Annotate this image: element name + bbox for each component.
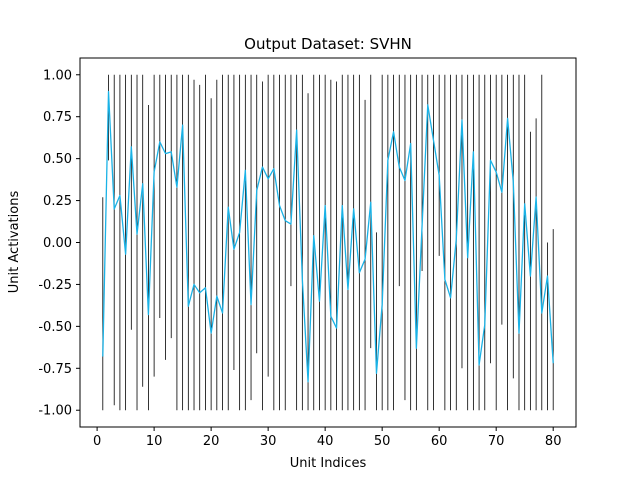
x-tick-label: 70	[488, 434, 505, 449]
activation-line	[102, 90, 554, 383]
x-tick-label: 30	[260, 434, 277, 449]
x-tick-label: 40	[317, 434, 334, 449]
y-axis: -1.00 -0.75 -0.50 -0.25 0.00 0.25 0.50 0.75 1.00	[38, 68, 80, 419]
x-tick-label: 80	[545, 434, 562, 449]
line-series	[102, 90, 554, 383]
x-axis-label: Unit Indices	[290, 456, 367, 471]
y-tick-label: -0.25	[38, 278, 72, 293]
x-tick-label: 20	[203, 434, 220, 449]
y-tick-label: -0.75	[38, 362, 72, 377]
x-tick-label: 0	[93, 434, 101, 449]
y-tick-label: -0.50	[38, 320, 72, 335]
y-tick-label: 0.00	[43, 236, 72, 251]
y-axis-label: Unit Activations	[7, 191, 22, 294]
x-axis: 0 10 20 30 40 50 60 70 80	[93, 427, 562, 449]
x-tick-label: 60	[431, 434, 448, 449]
x-tick-label: 10	[146, 434, 163, 449]
y-tick-label: 0.25	[43, 194, 72, 209]
y-tick-label: 0.75	[43, 110, 72, 125]
y-tick-label: -1.00	[38, 404, 72, 419]
chart-title: Output Dataset: SVHN	[244, 35, 412, 53]
x-tick-label: 50	[374, 434, 391, 449]
vlines-series	[102, 74, 554, 411]
y-tick-label: 1.00	[43, 68, 72, 83]
y-tick-label: 0.50	[43, 152, 72, 167]
